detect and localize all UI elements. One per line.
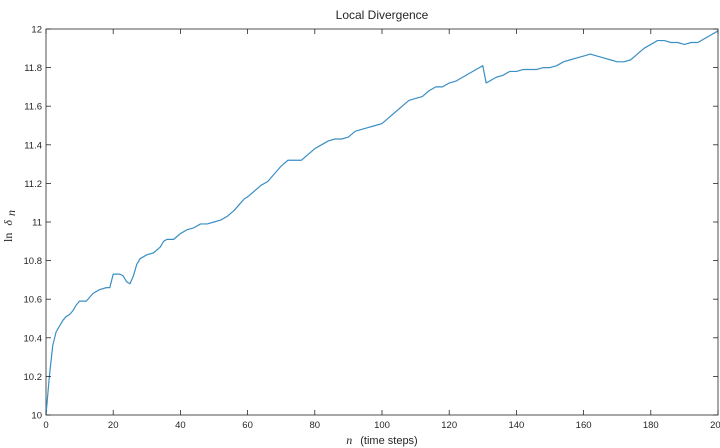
y-tick-label: 10.4: [24, 333, 43, 344]
plot-frame: [45, 28, 719, 416]
x-axis-label-text: (time steps): [360, 435, 417, 447]
x-tick-label: 180: [643, 420, 659, 431]
x-axis-label-symbol: n: [346, 433, 352, 447]
y-tick-label: 11.6: [24, 102, 42, 113]
plot-area: [45, 28, 719, 416]
x-tick-label: 100: [374, 420, 390, 431]
x-axis-ticks: 0 20 40 60 80 100 120 140 160 180 200: [43, 29, 720, 431]
x-tick-label: 20: [108, 420, 119, 431]
y-axis-label-subscript: n: [4, 210, 18, 216]
x-tick-label: 0: [43, 420, 48, 431]
y-tick-label: 10.8: [24, 256, 43, 267]
x-tick-label: 160: [576, 420, 592, 431]
y-tick-label: 10.6: [24, 295, 43, 306]
x-tick-label: 60: [242, 420, 253, 431]
y-tick-label: 10: [31, 411, 42, 422]
y-tick-label: 11.4: [24, 140, 42, 151]
y-axis-label-symbol: δ: [1, 220, 15, 226]
x-tick-label: 120: [441, 420, 457, 431]
x-axis-label: n (time steps): [346, 431, 417, 448]
y-axis-label: ln δ n: [0, 210, 18, 242]
x-tick-label: 140: [508, 420, 524, 431]
chart-title: Local Divergence: [336, 8, 429, 22]
y-tick-label: 11.2: [24, 179, 42, 190]
y-tick-label: 11.8: [24, 63, 42, 74]
y-tick-label: 12: [31, 25, 42, 36]
x-tick-label: 200: [710, 420, 720, 431]
y-axis-ticks: 10 10.2 10.4 10.6 10.8 11 11.2 11.4 11.6 11.8 12: [24, 25, 718, 422]
x-tick-label: 40: [175, 420, 186, 431]
y-tick-label: 10.2: [24, 372, 43, 383]
y-tick-label: 11: [32, 218, 42, 229]
x-tick-label: 80: [310, 420, 321, 431]
y-axis-label-prefix: ln: [1, 233, 15, 242]
series-line: [45, 30, 719, 416]
